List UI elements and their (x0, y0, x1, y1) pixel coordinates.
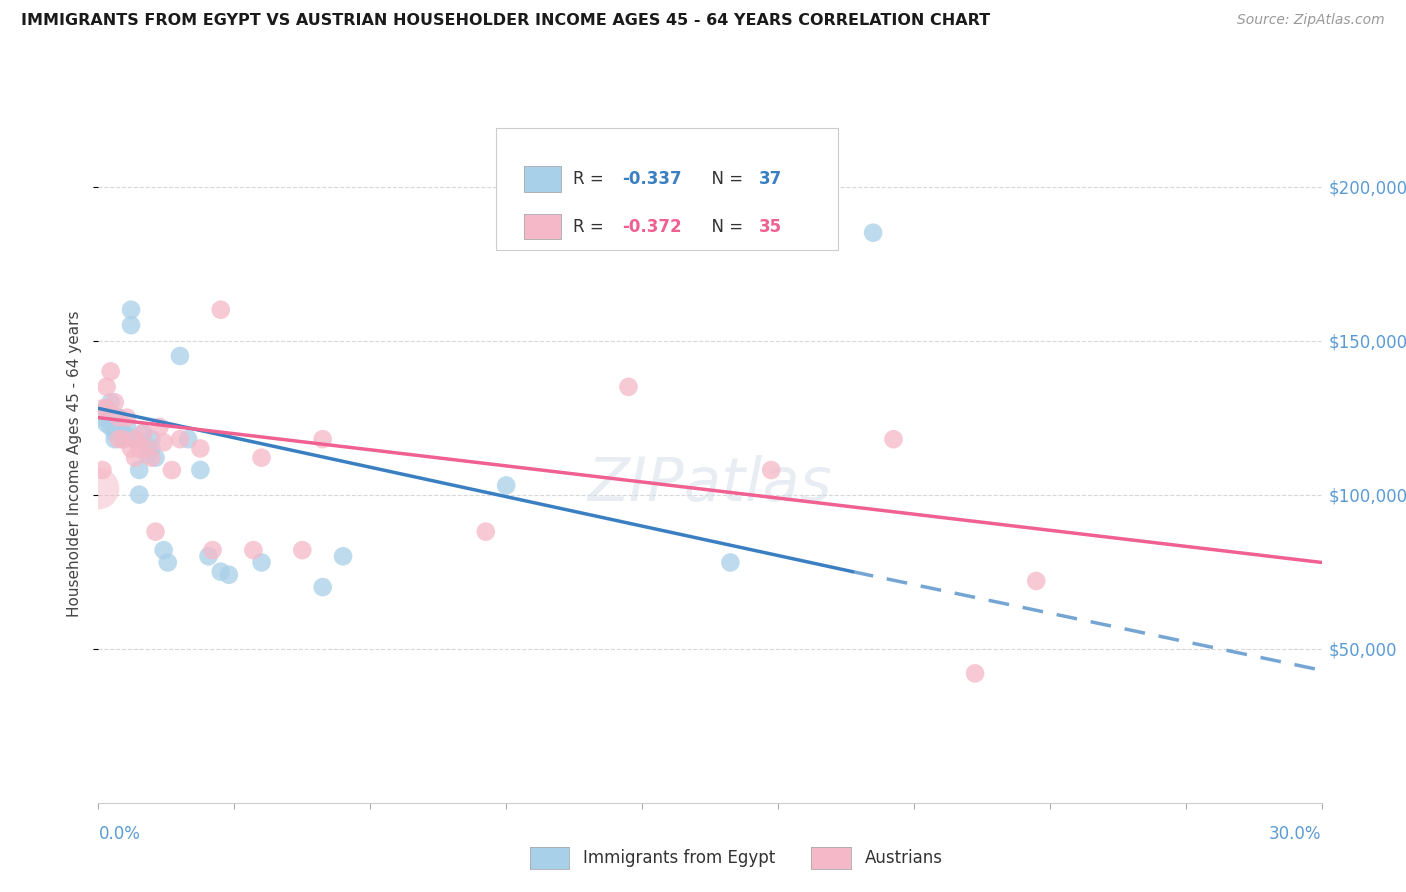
Point (96, 401, 118, 416)
Point (160, 463, 183, 477)
Point (965, 666, 987, 681)
Point (96, 417, 118, 431)
Y-axis label: Householder Income Ages 45 - 64 years: Householder Income Ages 45 - 64 years (67, 310, 83, 617)
Text: R =: R = (574, 170, 609, 188)
Point (145, 524, 167, 539)
Point (1025, 574, 1047, 588)
Point (96, 401, 118, 416)
Text: 37: 37 (759, 170, 782, 188)
Point (91, 410, 114, 425)
Point (115, 420, 138, 434)
Point (111, 425, 134, 440)
Text: N =: N = (702, 218, 749, 235)
Point (128, 442, 150, 456)
Point (120, 318, 142, 333)
Point (862, 226, 884, 240)
Point (96, 380, 118, 394)
Point (209, 565, 232, 579)
Point (104, 425, 127, 440)
Point (124, 450, 146, 465)
Point (100, 395, 122, 409)
Text: 30.0%: 30.0% (1270, 825, 1322, 843)
Point (124, 432, 146, 446)
Point (761, 463, 783, 477)
Point (250, 450, 273, 465)
Point (111, 432, 134, 446)
Point (136, 448, 159, 462)
Point (149, 420, 172, 434)
Point (128, 463, 150, 477)
Point (169, 432, 191, 446)
Point (120, 302, 142, 317)
Point (177, 432, 200, 446)
Point (141, 432, 163, 446)
FancyBboxPatch shape (524, 166, 561, 192)
FancyBboxPatch shape (524, 214, 561, 239)
Point (242, 543, 264, 558)
Point (145, 450, 167, 465)
Point (128, 488, 150, 502)
Text: 35: 35 (759, 218, 782, 235)
Point (100, 420, 122, 434)
Point (312, 580, 335, 594)
Point (108, 420, 131, 434)
Text: Austrians: Austrians (865, 849, 942, 867)
Point (115, 410, 138, 425)
Text: Source: ZipAtlas.com: Source: ZipAtlas.com (1237, 13, 1385, 28)
Point (120, 442, 142, 456)
Text: R =: R = (574, 218, 609, 235)
Point (108, 410, 131, 425)
Point (141, 442, 163, 456)
Point (115, 429, 138, 443)
Point (108, 410, 131, 425)
Point (209, 302, 232, 317)
Text: N =: N = (702, 170, 749, 188)
Point (91, 401, 114, 416)
Point (87, 482, 110, 496)
Text: 0.0%: 0.0% (98, 825, 141, 843)
Point (197, 549, 219, 564)
Point (250, 556, 273, 570)
Point (720, 556, 742, 570)
Point (883, 432, 905, 446)
Point (136, 442, 159, 456)
Point (617, 380, 640, 394)
Text: ZIPatlas: ZIPatlas (588, 455, 832, 514)
Point (152, 543, 174, 558)
Point (100, 364, 122, 378)
Point (124, 432, 146, 446)
Point (111, 432, 134, 446)
Point (132, 425, 155, 440)
Text: -0.372: -0.372 (621, 218, 682, 235)
Point (108, 432, 131, 446)
Point (132, 425, 155, 440)
Point (312, 432, 335, 446)
Point (332, 549, 354, 564)
Point (291, 543, 314, 558)
Text: Immigrants from Egypt: Immigrants from Egypt (583, 849, 776, 867)
Point (218, 567, 240, 582)
Text: -0.337: -0.337 (621, 170, 682, 188)
Text: IMMIGRANTS FROM EGYPT VS AUSTRIAN HOUSEHOLDER INCOME AGES 45 - 64 YEARS CORRELAT: IMMIGRANTS FROM EGYPT VS AUSTRIAN HOUSEH… (21, 13, 990, 29)
Point (104, 432, 127, 446)
Point (104, 395, 127, 409)
Point (141, 450, 163, 465)
Point (169, 349, 191, 363)
FancyBboxPatch shape (496, 128, 838, 251)
Point (156, 556, 179, 570)
Point (474, 524, 498, 539)
Point (188, 442, 212, 456)
Point (188, 463, 212, 477)
Point (152, 435, 174, 450)
Point (91, 463, 114, 477)
Point (495, 478, 517, 492)
Point (201, 543, 224, 558)
